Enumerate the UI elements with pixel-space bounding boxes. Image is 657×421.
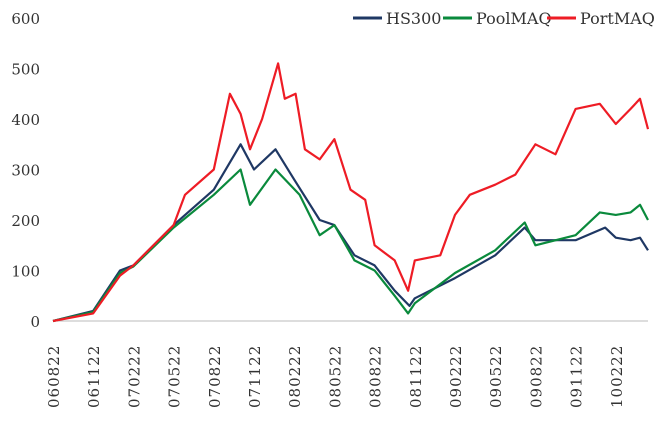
y-tick-label: 300 bbox=[11, 162, 40, 180]
x-axis: 060822 061122 070222 070522 070822 071122 0802… bbox=[45, 345, 626, 408]
x-tick-label: 080522 bbox=[326, 345, 344, 408]
x-tick-label: 081122 bbox=[407, 345, 425, 408]
x-tick-label: 061122 bbox=[85, 345, 103, 408]
y-tick-label: 100 bbox=[11, 263, 40, 281]
x-tick-label: 091122 bbox=[568, 345, 586, 408]
legend-label-hs300: HS300 bbox=[386, 9, 441, 28]
x-tick-label: 070222 bbox=[125, 345, 143, 408]
y-tick-label: 0 bbox=[30, 313, 40, 331]
x-tick-label: 090822 bbox=[527, 345, 545, 408]
x-tick-label: 070522 bbox=[166, 345, 184, 408]
legend-label-poolmaq: PoolMAQ bbox=[476, 9, 552, 28]
x-tick-label: 090222 bbox=[447, 345, 465, 408]
y-tick-label: 600 bbox=[11, 10, 40, 28]
series-lines bbox=[52, 62, 650, 323]
y-tick-label: 400 bbox=[11, 111, 40, 129]
series-line-poolmaq bbox=[52, 168, 649, 323]
legend: HS300 PoolMAQ PortMAQ bbox=[353, 9, 655, 28]
legend-label-portmaq: PortMAQ bbox=[580, 9, 655, 28]
y-tick-label: 500 bbox=[11, 61, 40, 79]
x-tick-label: 070822 bbox=[206, 345, 224, 408]
series-line-hs300 bbox=[52, 143, 649, 323]
x-tick-label: 080822 bbox=[367, 345, 385, 408]
x-tick-label: 080222 bbox=[286, 345, 304, 408]
series-line-portmaq bbox=[52, 62, 650, 323]
x-tick-label: 060822 bbox=[45, 345, 63, 408]
y-tick-label: 200 bbox=[11, 212, 40, 230]
x-tick-label: 100222 bbox=[608, 345, 626, 408]
x-tick-label: 071122 bbox=[246, 345, 264, 408]
y-axis: 0 100 200 300 400 500 600 bbox=[11, 10, 40, 331]
x-tick-label: 090522 bbox=[487, 345, 505, 408]
